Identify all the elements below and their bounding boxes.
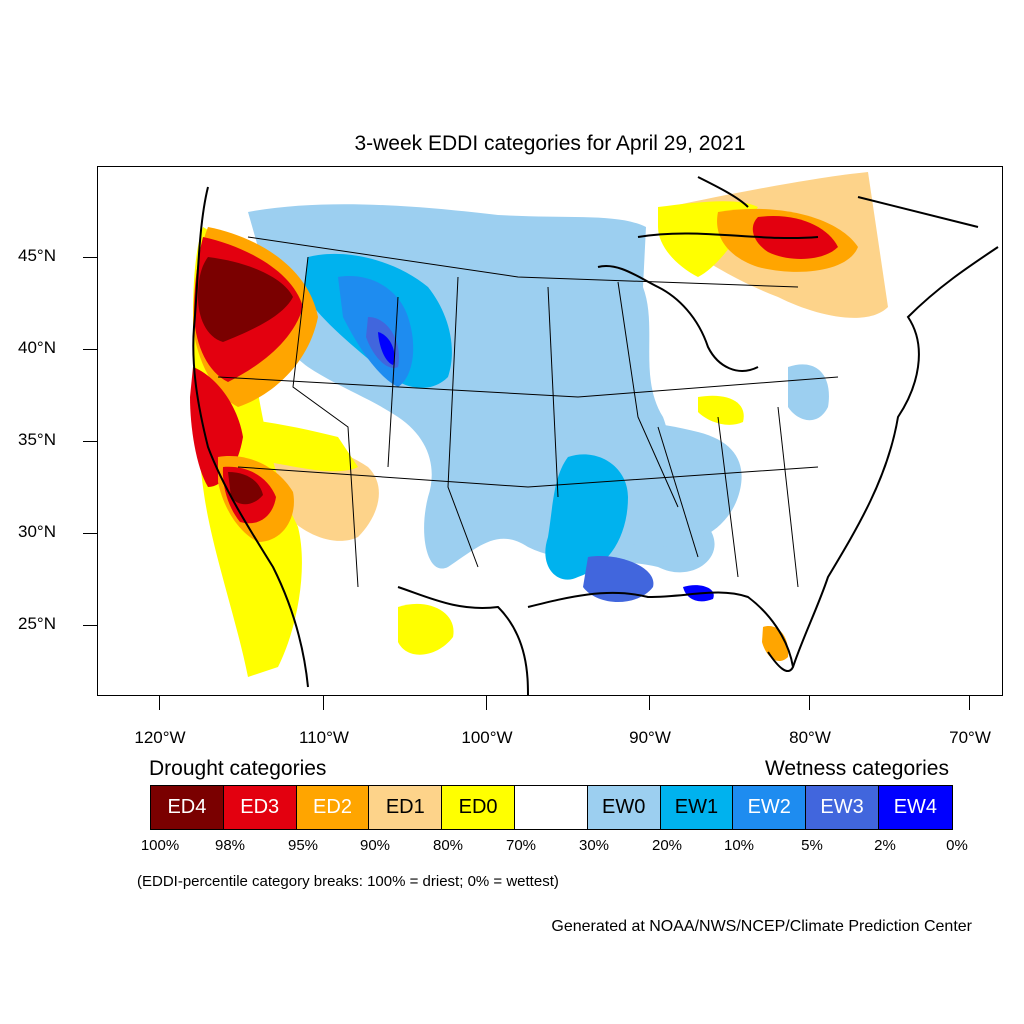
lon-tick — [649, 696, 650, 710]
break-label: 90% — [359, 837, 391, 854]
ew4-region-wyoming — [378, 332, 395, 365]
legend-swatch-ed1: ED1 — [369, 786, 443, 829]
lon-label-90w: 90°W — [629, 728, 671, 747]
ed0-region-texas — [398, 603, 454, 655]
lon-tick — [486, 696, 487, 710]
ed4-region-arizona — [228, 472, 263, 505]
legend-swatch-ed3: ED3 — [223, 786, 297, 829]
lat-tick — [83, 533, 97, 534]
break-label: 80% — [432, 837, 464, 854]
legend-swatch-ed2: ED2 — [296, 786, 370, 829]
break-label: 70% — [505, 837, 537, 854]
break-label: 30% — [578, 837, 610, 854]
map-title: 3-week EDDI categories for April 29, 202… — [354, 132, 746, 155]
coastlines — [192, 176, 999, 695]
legend-swatch-ew1: EW1 — [660, 786, 734, 829]
ew1-region-delta — [545, 454, 628, 580]
eddi-map — [97, 166, 1003, 696]
lat-label-40: 40°N — [18, 338, 56, 357]
category-break-note: (EDDI-percentile category breaks: 100% =… — [137, 873, 559, 890]
lat-label-45: 45°N — [18, 246, 56, 265]
lat-label-30: 30°N — [18, 522, 56, 541]
ew3-region-gulf — [583, 556, 654, 602]
break-label: 100% — [140, 837, 180, 854]
eddi-map-graphic — [190, 172, 999, 695]
lon-label-80w: 80°W — [789, 728, 831, 747]
lat-tick — [83, 441, 97, 442]
legend-swatch-neutral — [514, 786, 588, 829]
lat-tick — [83, 349, 97, 350]
lon-label-100w: 100°W — [461, 728, 513, 747]
legend-swatch-ew4: EW4 — [878, 786, 952, 829]
legend-swatch-ed0: ED0 — [442, 786, 515, 829]
legend-swatch-ew2: EW2 — [733, 786, 807, 829]
legend-swatch-ew0: EW0 — [587, 786, 661, 829]
break-label: 98% — [214, 837, 246, 854]
lat-label-35: 35°N — [18, 430, 56, 449]
lon-tick — [809, 696, 810, 710]
ed4-region-pacific-nw — [198, 257, 293, 342]
ed0-region-ohio — [698, 395, 744, 425]
break-label: 2% — [874, 837, 896, 854]
lon-tick — [159, 696, 160, 710]
lat-label-25: 25°N — [18, 614, 56, 633]
wetness-categories-heading: Wetness categories — [764, 757, 949, 780]
category-color-bar: ED4 ED3 ED2 ED1 ED0 EW0 EW1 EW2 EW3 EW4 — [150, 785, 953, 830]
break-label: 10% — [723, 837, 755, 854]
lon-tick — [969, 696, 970, 710]
ed2-region-florida — [762, 626, 789, 662]
drought-categories-heading: Drought categories — [149, 757, 327, 780]
state-boundaries — [217, 236, 839, 588]
lon-label-120w: 120°W — [134, 728, 186, 747]
lat-tick — [83, 257, 97, 258]
eddi-category-fills — [190, 172, 888, 677]
break-label: 20% — [651, 837, 683, 854]
credit-line: Generated at NOAA/NWS/NCEP/Climate Predi… — [551, 918, 972, 935]
lon-label-70w: 70°W — [949, 728, 991, 747]
break-label: 0% — [946, 837, 968, 854]
break-label: 95% — [287, 837, 319, 854]
lon-label-110w: 110°W — [299, 728, 349, 747]
lat-tick — [83, 625, 97, 626]
legend-swatch-ed4: ED4 — [151, 786, 224, 829]
ew0-region-northeast — [788, 364, 829, 421]
lon-tick — [323, 696, 324, 710]
break-label: 5% — [801, 837, 823, 854]
legend-swatch-ew3: EW3 — [806, 786, 879, 829]
